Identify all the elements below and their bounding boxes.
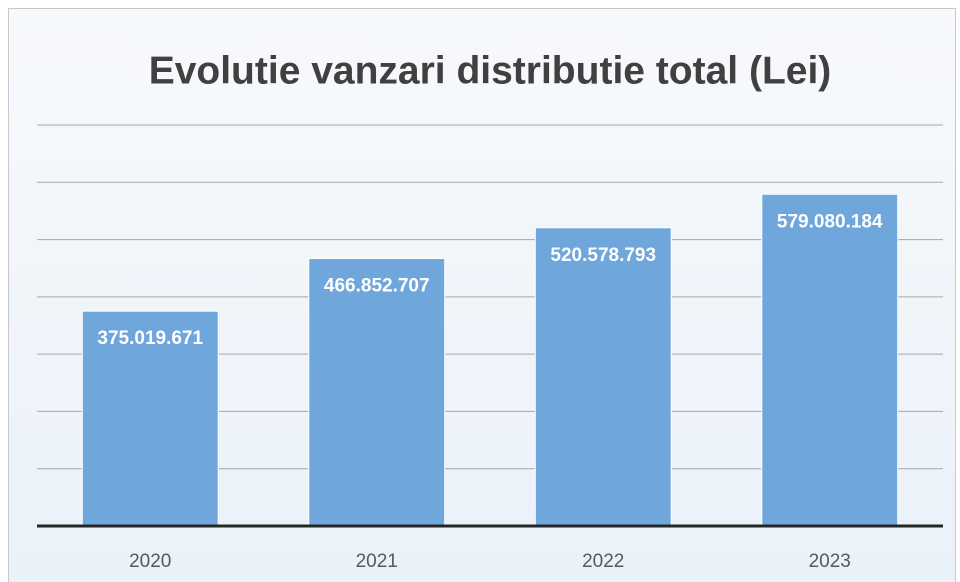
x-tick-label: 2020 <box>129 551 171 572</box>
data-label: 520.578.793 <box>550 245 656 266</box>
bar <box>534 227 672 527</box>
x-tick-label: 2022 <box>582 551 624 572</box>
bar <box>761 193 899 527</box>
x-tick-label: 2023 <box>809 551 851 572</box>
bar <box>308 258 446 527</box>
bar <box>81 310 219 527</box>
data-label: 466.852.707 <box>324 276 430 297</box>
data-label: 375.019.671 <box>97 328 203 349</box>
chart-title: Evolutie vanzari distributie total (Lei) <box>149 49 832 92</box>
data-label: 579.080.184 <box>777 211 883 232</box>
x-tick-label: 2021 <box>356 551 398 572</box>
